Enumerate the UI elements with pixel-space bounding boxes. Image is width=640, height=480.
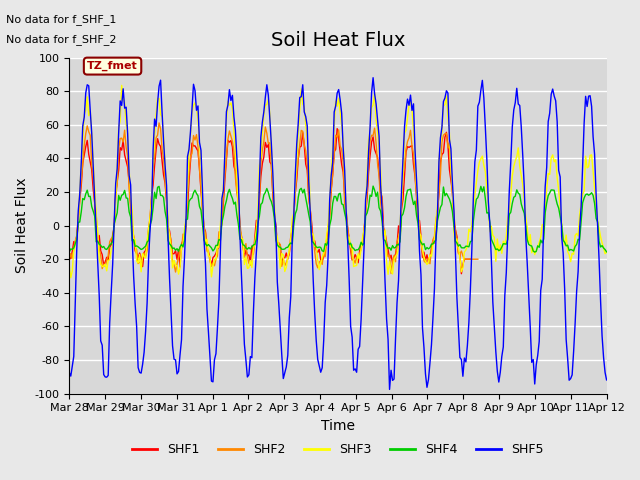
SHF3: [576, 212, 584, 217]
SHF4: [369, 183, 377, 189]
SHF1: [300, 142, 308, 148]
SHF1: [225, 139, 233, 145]
SHF4: [253, 236, 260, 242]
SHF5: [603, 377, 611, 383]
SHF3: [603, 249, 611, 255]
SHF3: [246, 258, 254, 264]
SHF2: [225, 128, 233, 134]
SHF3: [67, 275, 75, 280]
SHF1: [244, 252, 252, 258]
SHF4: [576, 237, 584, 243]
Title: Soil Heat Flux: Soil Heat Flux: [271, 32, 405, 50]
SHF5: [576, 227, 584, 232]
SHF4: [244, 246, 252, 252]
SHF3: [134, 260, 142, 266]
Legend: SHF1, SHF2, SHF3, SHF4, SHF5: SHF1, SHF2, SHF3, SHF4, SHF5: [127, 438, 549, 461]
SHF3: [228, 106, 236, 112]
SHF4: [65, 249, 73, 255]
SHF3: [65, 263, 73, 268]
X-axis label: Time: Time: [321, 419, 355, 433]
SHF4: [225, 186, 233, 192]
SHF2: [65, 257, 73, 263]
SHF3: [118, 83, 125, 88]
Text: TZ_fmet: TZ_fmet: [87, 61, 138, 71]
SHF4: [603, 249, 611, 255]
SHF5: [244, 374, 252, 380]
SHF5: [131, 301, 139, 307]
SHF4: [131, 243, 139, 249]
Line: SHF2: SHF2: [69, 123, 478, 274]
SHF2: [300, 142, 308, 147]
SHF1: [131, 248, 139, 253]
SHF1: [253, 217, 260, 223]
Line: SHF4: SHF4: [69, 186, 607, 252]
SHF5: [369, 75, 377, 81]
Line: SHF3: SHF3: [69, 85, 607, 277]
SHF5: [225, 87, 233, 93]
SHF2: [131, 244, 139, 250]
Line: SHF5: SHF5: [69, 78, 607, 389]
Text: No data for f_SHF_1: No data for f_SHF_1: [6, 14, 116, 25]
Y-axis label: Soil Heat Flux: Soil Heat Flux: [15, 178, 29, 274]
SHF5: [386, 386, 394, 392]
SHF5: [253, 250, 260, 255]
SHF1: [65, 254, 73, 260]
SHF5: [300, 109, 308, 115]
Line: SHF1: SHF1: [69, 129, 470, 274]
SHF3: [303, 136, 311, 142]
SHF3: [255, 163, 263, 168]
SHF5: [65, 370, 73, 375]
SHF4: [531, 249, 539, 255]
Text: No data for f_SHF_2: No data for f_SHF_2: [6, 34, 117, 45]
SHF2: [244, 253, 252, 259]
SHF4: [300, 186, 308, 192]
SHF2: [253, 236, 260, 242]
